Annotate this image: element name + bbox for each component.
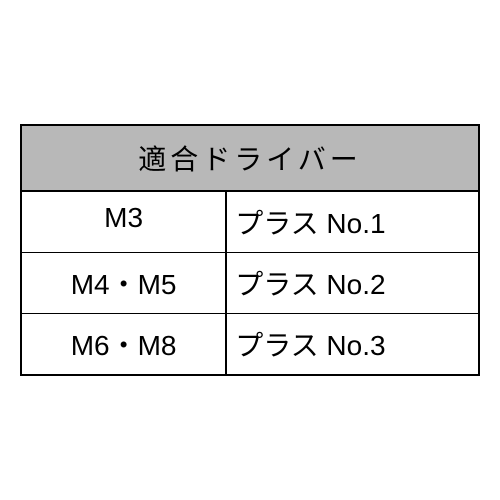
driver-value: プラス No.2 [235,269,385,300]
table-header: 適合ドライバー [22,126,478,192]
size-value: M6・M8 [71,330,177,361]
size-cell: M4・M5 [22,253,227,313]
driver-value: プラス No.3 [235,330,385,361]
size-value: M3 [104,202,143,233]
size-value: M4・M5 [71,269,177,300]
size-cell: M3 [22,192,227,252]
driver-cell: プラス No.3 [227,314,478,374]
driver-cell: プラス No.2 [227,253,478,313]
table-row: M3 プラス No.1 [22,192,478,253]
table-row: M6・M8 プラス No.3 [22,314,478,374]
table-row: M4・M5 プラス No.2 [22,253,478,314]
header-text: 適合ドライバー [138,144,361,175]
driver-cell: プラス No.1 [227,192,478,252]
driver-table: 適合ドライバー M3 プラス No.1 M4・M5 プラス No.2 M6・M8… [20,124,480,376]
size-cell: M6・M8 [22,314,227,374]
driver-value: プラス No.1 [235,208,385,239]
